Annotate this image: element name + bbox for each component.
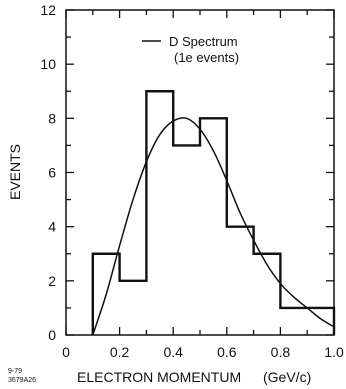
figure-id-code: 3679A26	[8, 377, 36, 384]
x-tick-label: 0.4	[163, 344, 183, 360]
y-tick-label: 10	[40, 56, 56, 72]
x-axis-unit: (GeV/c)	[263, 369, 311, 385]
y-tick-label: 12	[40, 2, 56, 18]
x-tick-label: 0	[62, 344, 70, 360]
y-axis-label: EVENTS	[7, 144, 23, 200]
y-tick-label: 2	[48, 273, 56, 289]
axis-ticks	[65, 9, 335, 336]
figure-date-code: 9-79	[8, 368, 22, 375]
y-tick-label: 0	[48, 327, 56, 343]
x-axis-label: ELECTRON MOMENTUM	[77, 369, 241, 385]
x-tick-label: 0.8	[271, 344, 291, 360]
legend-sublabel: (1e events)	[174, 50, 239, 65]
d-spectrum-curve	[92, 117, 335, 336]
y-tick-label: 6	[48, 165, 56, 181]
y-tick-labels: 0 2 4 6 8 10 12	[40, 2, 56, 343]
legend-label: D Spectrum	[169, 34, 238, 49]
y-tick-label: 4	[48, 219, 56, 235]
x-tick-label: 1.0	[324, 344, 344, 360]
y-tick-label: 8	[48, 110, 56, 126]
x-tick-label: 0.2	[110, 344, 130, 360]
x-tick-labels: 0 0.2 0.4 0.6 0.8 1.0	[62, 344, 344, 360]
histogram-outline	[91, 90, 336, 335]
x-tick-label: 0.6	[217, 344, 237, 360]
